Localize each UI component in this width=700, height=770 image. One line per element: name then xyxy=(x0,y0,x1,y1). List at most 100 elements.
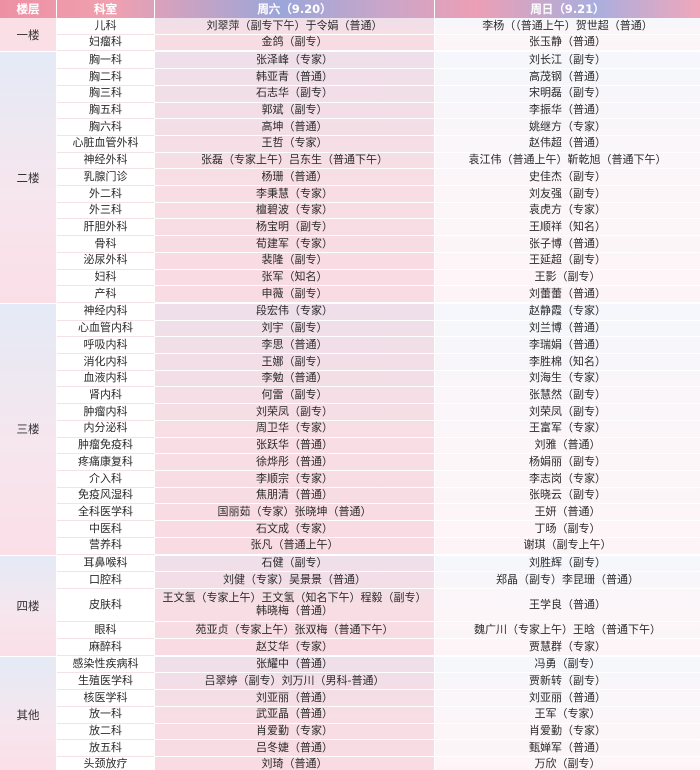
department-cell: 产科 xyxy=(57,286,155,303)
department-cell: 消化内科 xyxy=(57,354,155,371)
sunday-cell: 魏广川（专家上午）王晗（普通下午） xyxy=(435,622,700,640)
department-cell: 感染性疾病科 xyxy=(57,656,155,674)
department-cell: 心脏血管外科 xyxy=(57,135,155,153)
sunday-cell: 李志岗（专家） xyxy=(435,470,700,488)
header-saturday: 周六（9.20） xyxy=(155,0,435,18)
schedule-row: 肿瘤免疫科 张跃华（普通） 刘雅（普通） xyxy=(57,437,700,455)
saturday-cell: 张军（知名） xyxy=(155,269,435,287)
department-cell: 外二科 xyxy=(57,186,155,203)
sunday-cell: 刘友强（副专） xyxy=(435,186,700,203)
department-cell: 血液内科 xyxy=(57,370,155,388)
floor-label: 其他 xyxy=(0,656,57,770)
saturday-cell: 吕冬婕（普通） xyxy=(155,740,435,757)
schedule-row: 放五科 吕冬婕（普通） 甄婵军（普通） xyxy=(57,740,700,757)
sunday-cell: 赵伟超（普通） xyxy=(435,135,700,153)
sunday-cell: 谢琪（副专上午） xyxy=(435,537,700,555)
schedule-row: 泌尿外科 裴隆（副专） 王延超（副专） xyxy=(57,252,700,270)
department-cell: 肿瘤免疫科 xyxy=(57,437,155,455)
section-rows: 儿科 刘翠萍（副专下午）于令娟（普通） 李杨（（普通上午）贺世超（普通） 妇瘤科 金鸽（… xyxy=(57,18,700,52)
department-cell: 眼科 xyxy=(57,622,155,640)
schedule-row: 心血管内科 刘宇（副专） 刘兰博（普通） xyxy=(57,320,700,338)
schedule-row: 血液内科 李勉（普通） 刘海生（专家） xyxy=(57,370,700,388)
department-cell: 神经内科 xyxy=(57,303,155,321)
schedule-row: 外三科 檀碧波（专家） 袁虎方（专家） xyxy=(57,202,700,220)
schedule-row: 呼吸内科 李思（普通） 李瑞娟（普通） xyxy=(57,337,700,355)
sunday-cell: 刘胜辉（副专） xyxy=(435,555,700,573)
department-cell: 胸二科 xyxy=(57,69,155,86)
saturday-cell: 高坤（普通） xyxy=(155,119,435,136)
department-cell: 生殖医学科 xyxy=(57,673,155,691)
floor-section: 三楼 神经内科 段宏伟（专家） 赵静霞（专家） 心血管内科 刘宇（副专） 刘兰博（普通） 呼吸… xyxy=(0,303,700,556)
saturday-cell: 李思（普通） xyxy=(155,337,435,355)
department-cell: 肝胆外科 xyxy=(57,219,155,237)
saturday-cell: 金鸽（副专） xyxy=(155,34,435,52)
header-sunday: 周日（9.21） xyxy=(530,2,605,16)
saturday-cell: 石健（副专） xyxy=(155,555,435,573)
table-body: 一楼 儿科 刘翠萍（副专下午）于令娟（普通） 李杨（（普通上午）贺世超（普通） 妇瘤科金… xyxy=(0,18,700,770)
sunday-cell: 刘雅（普通） xyxy=(435,437,700,455)
department-cell: 中医科 xyxy=(57,521,155,538)
sunday-cell: 杨娟丽（副专） xyxy=(435,454,700,471)
sunday-cell: 张子博（普通） xyxy=(435,236,700,253)
department-cell: 麻醉科 xyxy=(57,639,155,656)
department-cell: 胸五科 xyxy=(57,102,155,120)
schedule-row: 胸三科 石志华（副专） 宋明磊（副专） xyxy=(57,85,700,103)
saturday-cell: 刘健（专家）吴景景（普通） xyxy=(155,572,435,589)
schedule-row: 妇科 张军（知名） 王影（副专） xyxy=(57,269,700,287)
saturday-cell: 张耀中（普通） xyxy=(155,656,435,674)
table-header-row: 楼层 科室 周六（9.20） 周日（9.21） xyxy=(0,0,700,18)
floor-section: 其他 感染性疾病科 张耀中（普通） 冯勇（副专） 生殖医学科 吕翠婷（副专）刘万川（男科-… xyxy=(0,656,700,770)
department-cell: 内分泌科 xyxy=(57,420,155,438)
schedule-row: 感染性疾病科 张耀中（普通） 冯勇（副专） xyxy=(57,656,700,674)
saturday-cell: 刘亚丽（普通） xyxy=(155,690,435,707)
sunday-cell: 王军（专家） xyxy=(435,706,700,724)
schedule-row: 肝胆外科 杨宝明（副专） 王顺祥（知名） xyxy=(57,219,700,237)
schedule-row: 骨科 荀建军（专家） 张子博（普通） xyxy=(57,236,700,253)
department-cell: 耳鼻喉科 xyxy=(57,555,155,573)
department-cell: 皮肤科 xyxy=(57,588,155,623)
saturday-cell: 韩亚青（普通） xyxy=(155,69,435,86)
sunday-cell: 肖爱勤（专家） xyxy=(435,723,700,741)
saturday-cell: 裴隆（副专） xyxy=(155,252,435,270)
saturday-cell: 荀建军（专家） xyxy=(155,236,435,253)
sunday-cell: 刘荣凤（副专） xyxy=(435,404,700,421)
schedule-row: 产科 申薇（副专） 刘蕾蕾（普通） xyxy=(57,286,700,303)
schedule-row: 儿科 刘翠萍（副专下午）于令娟（普通） 李杨（（普通上午）贺世超（普通） xyxy=(57,18,700,35)
sunday-cell: 万欣（副专） xyxy=(435,756,700,770)
saturday-cell: 刘琦（普通） xyxy=(155,756,435,770)
department-cell: 口腔科 xyxy=(57,572,155,589)
sunday-cell: 赵静霞（专家） xyxy=(435,303,700,321)
saturday-cell: 焦朋清（普通） xyxy=(155,487,435,505)
saturday-cell: 李秉慧（专家） xyxy=(155,186,435,203)
sunday-cell: 姚继方（专家） xyxy=(435,119,700,136)
schedule-row: 麻醉科 赵艾华（专家） 贾慧群（专家） xyxy=(57,639,700,656)
department-cell: 营养科 xyxy=(57,537,155,555)
schedule-row: 乳腺门诊 杨珊（普通） 史佳杰（副专） xyxy=(57,169,700,187)
saturday-cell: 檀碧波（专家） xyxy=(155,202,435,220)
department-cell: 乳腺门诊 xyxy=(57,169,155,187)
saturday-cell: 吕翠婷（副专）刘万川（男科-普通） xyxy=(155,673,435,691)
schedule-row: 神经外科 张磊（专家上午）吕东生（普通下午） 袁江伟（普通上午）靳乾旭（普通下午） xyxy=(57,152,700,170)
sunday-cell: 刘蕾蕾（普通） xyxy=(435,286,700,303)
schedule-row: 头颈放疗 刘琦（普通） 万欣（副专） xyxy=(57,756,700,770)
schedule-row: 胸六科 高坤（普通） 姚继方（专家） xyxy=(57,119,700,136)
schedule-row: 介入科 李顺宗（专家） 李志岗（专家） xyxy=(57,470,700,488)
floor-label: 一楼 xyxy=(0,18,57,52)
department-cell: 肾内科 xyxy=(57,387,155,405)
department-cell: 呼吸内科 xyxy=(57,337,155,355)
saturday-cell: 苑亚贞（专家上午）张双梅（普通下午） xyxy=(155,622,435,640)
saturday-cell: 周卫华（专家） xyxy=(155,420,435,438)
department-cell: 妇科 xyxy=(57,269,155,287)
saturday-cell: 王哲（专家） xyxy=(155,135,435,153)
sunday-cell: 丁旸（副专） xyxy=(435,521,700,538)
department-cell: 肿瘤内科 xyxy=(57,404,155,421)
sunday-cell: 张玉静（普通） xyxy=(435,34,700,52)
header-department: 科室 xyxy=(57,0,155,18)
department-cell: 全科医学科 xyxy=(57,504,155,522)
sunday-cell: 王影（副专） xyxy=(435,269,700,287)
section-rows: 耳鼻喉科 石健（副专） 刘胜辉（副专） 口腔科 刘健（专家）吴景景（普通） 郑晶（副专）李… xyxy=(57,555,700,656)
schedule-row: 免疫风湿科 焦朋清（普通） 张晓云（副专） xyxy=(57,487,700,505)
sunday-cell: 贾慧群（专家） xyxy=(435,639,700,656)
department-cell: 胸六科 xyxy=(57,119,155,136)
